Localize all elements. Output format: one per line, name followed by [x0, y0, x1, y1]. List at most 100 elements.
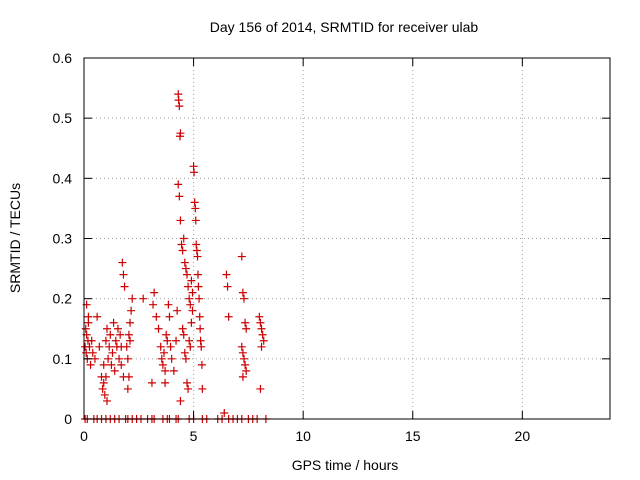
data-point [175, 192, 184, 201]
y-tick-label: 0.1 [53, 351, 73, 367]
data-point [177, 240, 186, 249]
data-point [101, 372, 110, 381]
data-point [113, 324, 122, 333]
data-point [104, 354, 113, 363]
x-tick-label: 5 [190, 428, 198, 444]
data-point [197, 342, 206, 351]
data-point [99, 360, 108, 369]
data-point [122, 342, 131, 351]
x-tick-label: 10 [295, 428, 311, 444]
data-point [98, 384, 107, 393]
y-axis-label: SRMTID / TECUs [7, 183, 23, 293]
data-point [162, 330, 171, 339]
data-point [187, 318, 196, 327]
data-point [179, 330, 188, 339]
data-point [223, 282, 232, 291]
data-point [186, 300, 195, 309]
data-point [238, 348, 247, 357]
data-point [237, 342, 246, 351]
data-point [220, 408, 229, 417]
data-point [99, 378, 108, 387]
data-point [241, 318, 250, 327]
data-points [81, 90, 270, 423]
data-point [87, 336, 96, 345]
data-point [176, 396, 185, 405]
data-point [119, 270, 128, 279]
data-point [186, 342, 195, 351]
data-point [165, 312, 174, 321]
data-point [88, 348, 97, 357]
data-point [120, 282, 129, 291]
data-point [161, 378, 170, 387]
data-point [176, 216, 185, 225]
data-point [101, 336, 110, 345]
data-point [163, 336, 172, 345]
data-point [127, 306, 136, 315]
data-point [256, 384, 265, 393]
data-point [185, 336, 194, 345]
data-point [126, 318, 135, 327]
data-point [167, 354, 176, 363]
chart-title: Day 156 of 2014, SRMTID for receiver ula… [210, 19, 479, 35]
data-point [257, 342, 266, 351]
data-point [149, 300, 158, 309]
data-point [183, 378, 192, 387]
data-point [108, 348, 117, 357]
data-point [103, 396, 112, 405]
data-point [256, 318, 265, 327]
data-point [184, 282, 193, 291]
data-point [183, 270, 192, 279]
data-point [115, 354, 124, 363]
data-point [147, 378, 156, 387]
data-point [109, 318, 118, 327]
data-point [179, 234, 188, 243]
data-point [191, 204, 200, 213]
data-point [81, 324, 90, 333]
data-point [158, 360, 167, 369]
data-point [176, 129, 185, 138]
data-point [224, 312, 233, 321]
data-point [118, 258, 127, 267]
data-point [85, 342, 94, 351]
y-tick-label: 0 [64, 411, 72, 427]
data-point [111, 336, 120, 345]
data-point [178, 246, 187, 255]
data-point [241, 360, 250, 369]
data-point [116, 330, 125, 339]
data-point [86, 360, 95, 369]
data-point [185, 294, 194, 303]
data-point [257, 324, 266, 333]
data-point [181, 354, 190, 363]
data-point [238, 288, 247, 297]
y-tick-label: 0.5 [53, 110, 73, 126]
data-point [193, 270, 202, 279]
data-point [90, 354, 99, 363]
data-point [180, 258, 189, 267]
data-point [106, 330, 115, 339]
data-point [239, 294, 248, 303]
data-point [95, 342, 104, 351]
data-point [259, 336, 268, 345]
data-point [124, 330, 133, 339]
data-point [242, 366, 251, 375]
x-tick-label: 0 [80, 428, 88, 444]
data-point [124, 372, 133, 381]
data-point [164, 300, 173, 309]
axis-ticks [83, 57, 610, 420]
data-point [242, 324, 251, 333]
data-point [172, 336, 181, 345]
data-point [191, 216, 200, 225]
data-point [196, 324, 205, 333]
x-axis-label: GPS time / hours [292, 457, 399, 473]
data-point [117, 360, 126, 369]
data-point [188, 288, 197, 297]
data-point [156, 342, 165, 351]
data-point [100, 390, 109, 399]
data-point [157, 354, 166, 363]
data-point [123, 384, 132, 393]
data-point [84, 318, 93, 327]
data-point [178, 324, 187, 333]
data-point [192, 246, 201, 255]
x-tick-label: 15 [405, 428, 421, 444]
